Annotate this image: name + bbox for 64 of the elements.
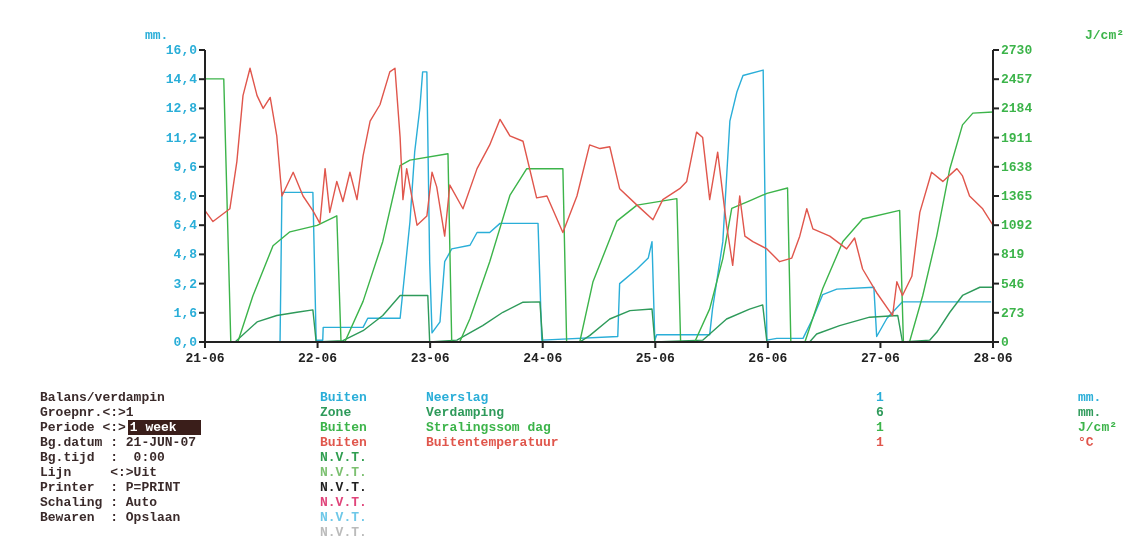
x-tick-label: 26-06 bbox=[748, 351, 788, 366]
y-tick-label: 3,2 bbox=[173, 276, 198, 292]
x-tick-label: 24-06 bbox=[523, 351, 563, 366]
y2-tick-label: 546 bbox=[1001, 276, 1025, 292]
y-tick-label: 8,0 bbox=[173, 189, 198, 204]
text: 1 bbox=[876, 420, 884, 435]
y2-tick-label: 1092 bbox=[1001, 218, 1033, 234]
y2-tick-label: 1365 bbox=[1001, 189, 1033, 204]
text: 6 bbox=[876, 405, 884, 420]
text: N.V.T. bbox=[320, 465, 367, 480]
text: Groepnr.<:>1 bbox=[40, 405, 134, 420]
y2-tick-label: 819 bbox=[1001, 247, 1025, 263]
y-tick-label: 9,6 bbox=[173, 159, 198, 175]
text: N.V.T. bbox=[320, 510, 367, 525]
y-axis-title: mm. bbox=[145, 28, 169, 43]
text: 1 bbox=[876, 435, 884, 450]
text: Buiten bbox=[320, 435, 367, 450]
text: N.V.T. bbox=[320, 480, 367, 495]
text: mm. bbox=[1078, 405, 1102, 420]
y-tick-label: 4,8 bbox=[173, 247, 198, 263]
y-tick-label: 11,2 bbox=[165, 130, 198, 146]
y2-tick-label: 2730 bbox=[1001, 43, 1033, 58]
text: Stralingssom dag bbox=[426, 420, 551, 435]
text: Lijn <:>Uit bbox=[40, 465, 158, 480]
y2-tick-label: 2184 bbox=[1001, 101, 1033, 117]
text: Periode <:> bbox=[40, 420, 126, 435]
y2-tick-label: 1638 bbox=[1001, 159, 1033, 175]
y-tick-label: 0,0 bbox=[173, 335, 198, 350]
x-tick-label: 22-06 bbox=[298, 351, 338, 366]
text: Verdamping bbox=[426, 405, 505, 420]
y2-tick-label: 1911 bbox=[1001, 130, 1033, 146]
text: 1 bbox=[876, 390, 884, 405]
y2-tick-label: 0 bbox=[1001, 335, 1009, 350]
x-tick-label: 25-06 bbox=[635, 351, 675, 366]
text: °C bbox=[1078, 435, 1094, 450]
text: Schaling : Auto bbox=[40, 495, 158, 510]
text: Bg.datum : 21-JUN-07 bbox=[40, 435, 197, 450]
text: N.V.T. bbox=[320, 495, 367, 510]
y-tick-label: 1,6 bbox=[173, 305, 198, 321]
y-tick-label: 12,8 bbox=[165, 101, 198, 117]
y-tick-label: 16,0 bbox=[165, 43, 198, 58]
text: Balans/verdampin bbox=[40, 390, 165, 405]
x-tick-label: 23-06 bbox=[410, 351, 450, 366]
text: Neerslag bbox=[426, 390, 489, 405]
text: Bewaren : Opslaan bbox=[40, 510, 181, 525]
text: J/cm² bbox=[1078, 420, 1118, 435]
text: Buitentemperatuur bbox=[426, 435, 559, 450]
x-tick-label: 28-06 bbox=[973, 351, 1013, 366]
y-tick-label: 14,4 bbox=[165, 72, 198, 88]
y-tick-label: 6,4 bbox=[173, 218, 198, 234]
text: N.V.T. bbox=[320, 450, 367, 465]
text: 1 week bbox=[127, 420, 201, 435]
text: Printer : P=PRINT bbox=[40, 480, 181, 495]
x-tick-label: 27-06 bbox=[860, 351, 901, 366]
y2-tick-label: 273 bbox=[1001, 305, 1025, 321]
text: Zone bbox=[320, 405, 352, 420]
text: Buiten bbox=[320, 390, 367, 405]
text: mm. bbox=[1078, 390, 1102, 405]
text: Buiten bbox=[320, 420, 367, 435]
y2-axis-title: J/cm² bbox=[1085, 28, 1125, 43]
x-tick-label: 21-06 bbox=[185, 351, 225, 366]
y2-tick-label: 2457 bbox=[1001, 72, 1033, 88]
text: N.V.T. bbox=[320, 525, 367, 540]
text: Bg.tijd : 0:00 bbox=[40, 450, 165, 465]
